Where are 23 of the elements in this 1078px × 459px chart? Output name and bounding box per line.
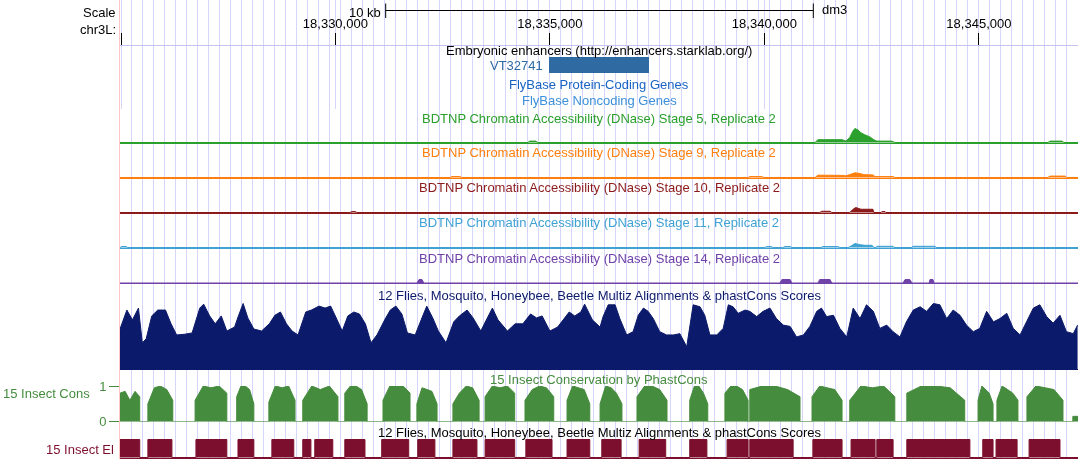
text: Scale — [83, 5, 116, 20]
annotation: FlyBase Protein-Coding Genes — [509, 77, 689, 92]
y-axis-title: 15 Insect Cons — [3, 386, 91, 401]
annotation: dm3 — [822, 2, 848, 17]
chart-title: 15 Insect Conservation by PhastCons — [490, 372, 709, 387]
annotation: FlyBase Noncoding Genes — [522, 93, 678, 108]
chart-title: BDTNP Chromatin Accessibility (DNase) Stage 5, Replicate 2 — [422, 111, 776, 126]
y-tick-label: 1 — [99, 378, 107, 394]
x-axis-title: chr3L: — [80, 22, 117, 37]
chart-title: BDTNP Chromatin Accessibility (DNase) Stage 11, Replicate 2 — [419, 215, 780, 230]
text: Embryonic enhancers (http://enhancers.starklab.org/) — [446, 43, 753, 58]
y-tick-label: 0 — [99, 414, 107, 430]
chart-title: BDTNP Chromatin Accessibility (DNase) Stage 14, Replicate 2 — [419, 251, 781, 266]
x-tick-label: 18,345,000 — [946, 15, 1012, 31]
annotation: 10 kb — [349, 5, 381, 20]
chart-title: 12 Flies, Mosquito, Honeybee, Beetle Multiz Alignments & phastCons Scores — [378, 288, 822, 303]
chart-title: BDTNP Chromatin Accessibility (DNase) Stage 9, Replicate 2 — [422, 145, 776, 160]
x-tick-label: 18,335,000 — [517, 15, 583, 31]
y-axis-title: 15 Insect El — [46, 442, 115, 457]
chart-title: BDTNP Chromatin Accessibility (DNase) Stage 10, Replicate 2 — [419, 180, 781, 195]
x-tick-label: 18,340,000 — [731, 15, 797, 31]
y-tick-label: VT32741 — [490, 58, 543, 73]
chart-title: 12 Flies, Mosquito, Honeybee, Beetle Multiz Alignments & phastCons Scores — [378, 425, 822, 440]
